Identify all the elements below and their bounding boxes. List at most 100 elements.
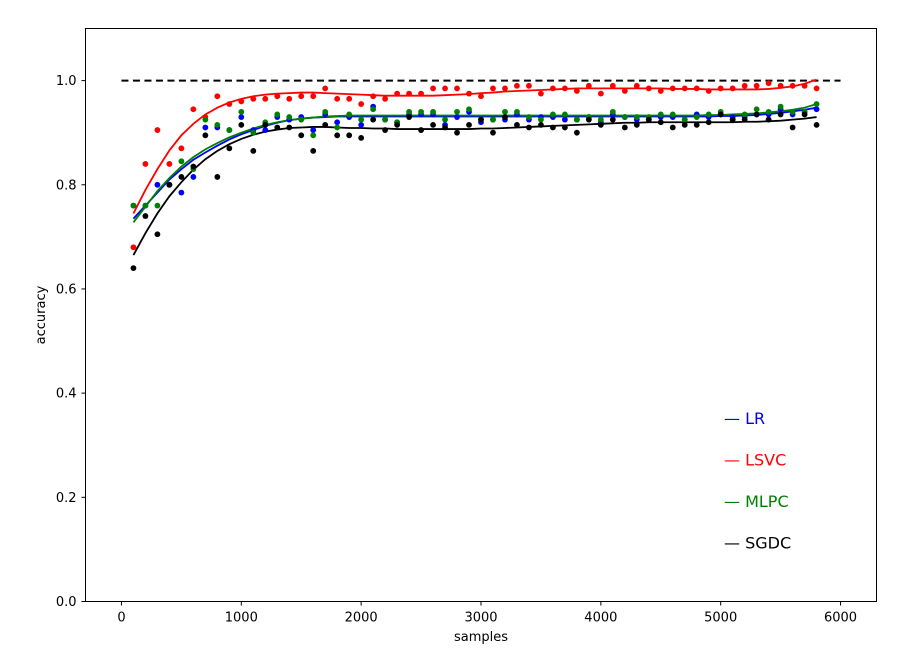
mlpc-point (202, 116, 209, 123)
sgdc-point (609, 116, 616, 123)
sgdc-point (801, 111, 808, 118)
lr-point (178, 189, 185, 196)
sgdc-point (645, 116, 652, 123)
sgdc-point (717, 111, 724, 118)
lsvc-point (729, 85, 736, 92)
sgdc-point (514, 121, 520, 128)
sgdc-point (178, 174, 185, 180)
mlpc-point (430, 108, 436, 115)
sgdc-point (262, 121, 269, 128)
legend-item-lsvc: — LSVC (724, 451, 786, 470)
sgdc-point (322, 121, 329, 128)
lr-fit-line (132, 106, 817, 220)
sgdc-point (142, 213, 149, 219)
lsvc-point (178, 145, 185, 152)
mlpc-point (454, 108, 460, 115)
mlpc-point (573, 116, 580, 123)
mlpc-point (681, 116, 688, 123)
mlpc-point (657, 111, 664, 118)
sgdc-point (430, 121, 436, 128)
lsvc-point (657, 88, 664, 94)
lsvc-point (406, 90, 412, 97)
mlpc-point (597, 116, 604, 123)
fit-curves (132, 78, 817, 256)
mlpc-point (609, 108, 616, 115)
sgdc-point (765, 116, 772, 123)
lsvc-point (322, 85, 329, 92)
sgdc-point (490, 129, 496, 136)
sgdc-point (346, 132, 353, 139)
lsvc-fit-line (132, 78, 817, 214)
sgdc-point (202, 132, 209, 139)
lsvc-point (490, 85, 496, 92)
mlpc-point (753, 106, 760, 113)
lr-point (310, 127, 317, 133)
lsvc-point (418, 90, 424, 97)
sgdc-point (789, 124, 796, 131)
x-tick-label: 3000 (464, 611, 497, 626)
sgdc-point (681, 121, 688, 128)
y-tick-label: 0.2 (56, 491, 77, 506)
lsvc-point (262, 95, 269, 102)
lsvc-point (621, 88, 628, 94)
x-tick-label: 6000 (824, 611, 857, 626)
sgdc-point (406, 114, 412, 120)
sgdc-point (418, 127, 424, 133)
sgdc-point (166, 181, 173, 188)
sgdc-point (729, 116, 736, 123)
y-tick-label: 0.0 (56, 595, 77, 610)
mlpc-point (226, 127, 233, 133)
lsvc-point (466, 90, 472, 97)
sgdc-point (214, 174, 221, 180)
lsvc-point (298, 93, 305, 100)
x-axis-label: samples (454, 630, 508, 645)
mlpc-point (214, 121, 221, 128)
lsvc-point (633, 82, 640, 89)
lsvc-point (382, 95, 389, 102)
lsvc-point (346, 95, 353, 102)
y-axis-ticks: 0.0 0.2 0.4 0.6 0.8 1.0 (56, 74, 86, 610)
sgdc-point (154, 231, 161, 238)
sgdc-point (298, 132, 305, 139)
lsvc-point (442, 85, 448, 92)
lsvc-point (154, 127, 161, 133)
sgdc-point (502, 114, 508, 120)
lsvc-point (166, 161, 173, 167)
lsvc-point (813, 85, 820, 92)
lsvc-point (310, 93, 317, 100)
sgdc-point (621, 124, 628, 131)
data-points (130, 80, 820, 272)
mlpc-point (550, 111, 556, 118)
mlpc-point (621, 114, 628, 120)
mlpc-point (382, 116, 389, 123)
y-axis-label: accuracy (34, 285, 49, 344)
y-tick-label: 0.4 (56, 387, 77, 402)
mlpc-point (813, 101, 820, 107)
lsvc-point (454, 85, 460, 92)
lsvc-point (274, 93, 281, 100)
sgdc-point (478, 116, 484, 123)
lsvc-point (585, 82, 592, 89)
lsvc-point (130, 244, 137, 251)
lsvc-point (190, 106, 197, 113)
mlpc-point (274, 111, 281, 118)
sgdc-point (454, 129, 460, 136)
sgdc-point (561, 124, 568, 131)
lsvc-point (597, 90, 604, 97)
mlpc-point (154, 202, 161, 209)
sgdc-point (274, 124, 281, 131)
lsvc-point (741, 82, 748, 89)
lr-point (454, 114, 460, 120)
lr-point (813, 106, 820, 113)
x-axis-ticks: 0 1000 2000 3000 4000 5000 6000 (117, 601, 857, 626)
lsvc-point (717, 85, 724, 92)
mlpc-fit-line (132, 103, 817, 223)
sgdc-point (286, 124, 293, 131)
mlpc-point (526, 114, 532, 120)
lr-point (238, 114, 245, 120)
lsvc-point (681, 85, 688, 92)
x-tick-label: 2000 (345, 611, 378, 626)
sgdc-point (538, 121, 544, 128)
mlpc-point (442, 116, 448, 123)
mlpc-point (310, 132, 317, 139)
